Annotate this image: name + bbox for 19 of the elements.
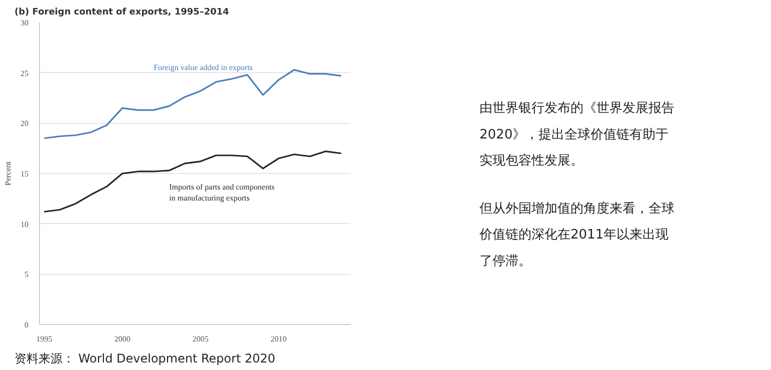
x-tick-label: 2010 <box>270 334 287 344</box>
y-tick-label: 15 <box>20 170 28 178</box>
text: 但从外国增加值的角度来看，全球价值链的深化在2011年以来出现了停滞。 <box>478 200 674 269</box>
series-label: Imports of parts and components in manufacturing exports <box>169 182 275 202</box>
text: 由世界银行发布的《世界发展报告2020》，提出全球价值链有助于实现包容性发展。 <box>480 101 674 169</box>
y-tick-label: 10 <box>20 220 28 229</box>
chart-title: (b) Foreign content of exports, 1995–2014 <box>14 8 230 18</box>
y-tick-label: 25 <box>20 68 28 78</box>
x-tick-label: 2005 <box>192 334 208 344</box>
line-series <box>43 150 342 213</box>
text: 资料来源： World Development Report 2020 <box>14 352 276 366</box>
y-tick-label: 20 <box>20 119 28 128</box>
series-label: Foreign value added in exports <box>154 63 253 72</box>
x-tick-label: 1995 <box>36 334 52 344</box>
x-tick-label: 2000 <box>114 334 130 344</box>
y-tick-label: 5 <box>24 270 28 280</box>
y-tick-label: 0 <box>24 320 28 330</box>
y-axis-title: Percent <box>4 160 12 186</box>
y-tick-label: 30 <box>20 18 28 28</box>
